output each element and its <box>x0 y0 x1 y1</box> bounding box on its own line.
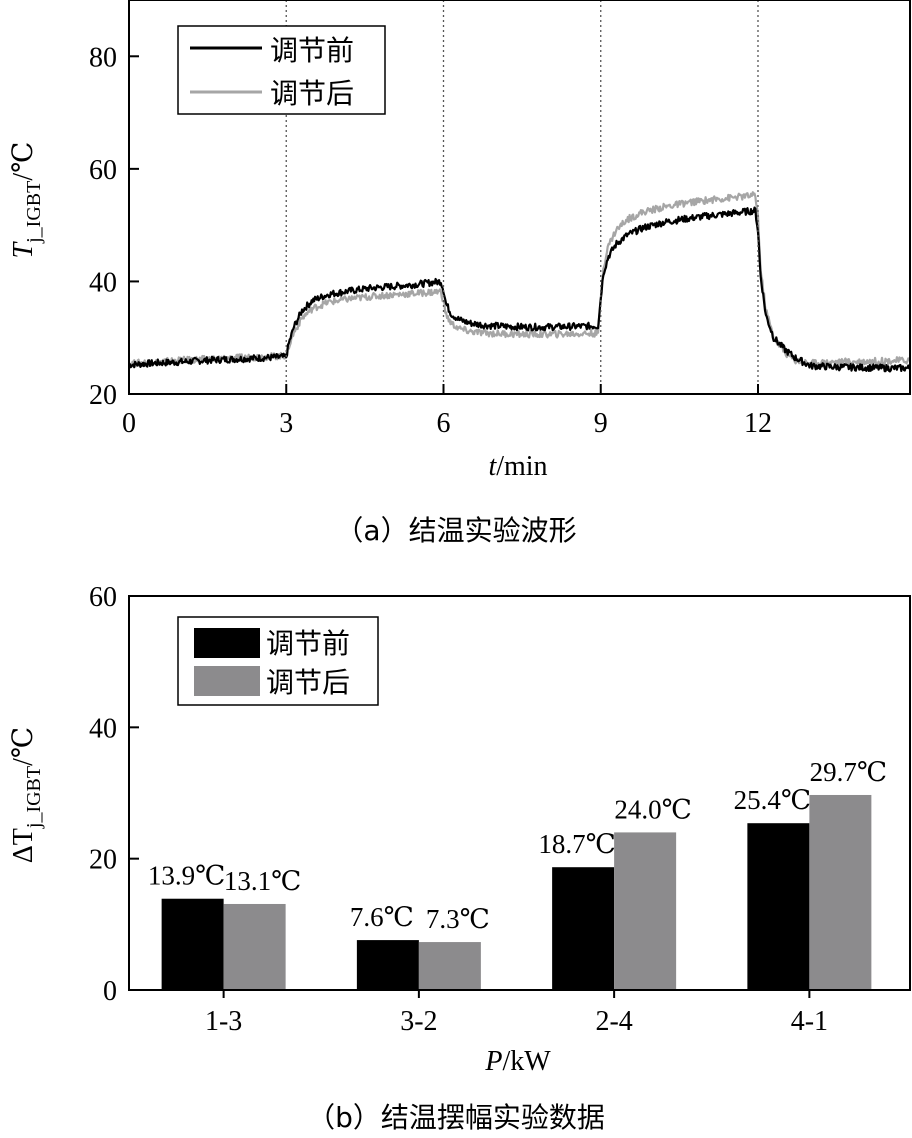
chart-b-y-ticks: 0 20 40 60 <box>89 582 139 1007</box>
chart-b-x-label: P/kW <box>484 1046 551 1077</box>
chart-b-data-label: 29.7℃ <box>810 757 887 787</box>
chart-b-data-label: 13.9℃ <box>148 861 225 891</box>
chart-b-legend-label-after: 调节后 <box>266 666 350 699</box>
chart-b-bar-before <box>356 940 419 990</box>
chart-b-bar-after <box>809 794 872 990</box>
chart-a-legend-label-after: 调节后 <box>270 77 354 110</box>
chart-a-x-tick-label: 3 <box>279 408 293 439</box>
chart-b-data-labels: 13.9℃13.1℃ 7.6℃ 7.3℃ 18.7℃ 24.0℃ 25.4℃29.7℃ <box>148 757 887 934</box>
chart-a-y-tick-label: 80 <box>89 42 117 73</box>
chart-a-y-tick-label: 20 <box>89 380 117 411</box>
svg-text:Tj_IGBT/℃: Tj_IGBT/℃ <box>8 142 45 259</box>
chart-b-data-label: 13.1℃ <box>224 866 301 896</box>
chart-b-x-ticks: 1-3 3-2 2-4 4-1 <box>205 990 828 1037</box>
chart-b-y-label-prefix: ΔT <box>8 828 39 863</box>
chart-a-legend: 调节前 调节后 <box>177 25 386 115</box>
chart-b-y-tick-label: 20 <box>89 845 117 876</box>
chart-b-x-tick-label: 4-1 <box>791 1006 828 1037</box>
chart-b-x-tick-label: 2-4 <box>595 1006 632 1037</box>
chart-a-y-label-var: T <box>8 240 39 258</box>
chart-a-plot-frame <box>128 0 911 395</box>
chart-b-y-label-sub: j_IGBT <box>23 766 45 829</box>
chart-a-x-tick-label: 9 <box>594 408 608 439</box>
chart-a-x-tick-label: 12 <box>744 408 772 439</box>
chart-b-data-label: 25.4℃ <box>734 785 811 815</box>
chart-a-x-label: t/min <box>488 451 547 482</box>
chart-a-y-tick-label: 40 <box>89 267 117 298</box>
chart-a-y-label: Tj_IGBT/℃ <box>8 142 45 259</box>
chart-b-data-label: 24.0℃ <box>614 794 691 824</box>
chart-b-x-tick-label: 1-3 <box>205 1006 242 1037</box>
chart-b-data-label: 7.6℃ <box>350 902 414 932</box>
chart-b-caption: （b）结温摆幅实验数据 <box>307 1101 605 1134</box>
chart-a-y-label-unit: /℃ <box>8 142 39 181</box>
chart-b-x-label-unit: /kW <box>502 1046 551 1077</box>
chart-b-data-label: 7.3℃ <box>426 904 490 934</box>
chart-a-x-tick-label: 6 <box>436 408 450 439</box>
chart-b-y-tick-label: 0 <box>103 976 117 1007</box>
chart-a-series-line-after <box>127 191 911 368</box>
chart-b-bar-after <box>614 832 677 990</box>
svg-text:ΔTj_IGBT/℃: ΔTj_IGBT/℃ <box>8 727 45 863</box>
chart-b-legend-swatch-before <box>194 628 260 658</box>
chart-a-series-line-before <box>128 206 911 373</box>
chart-a-x-label-unit: /min <box>496 451 547 482</box>
chart-a-y-tick-label: 60 <box>89 155 117 186</box>
chart-b-bar-after <box>223 903 286 990</box>
chart-b-legend-label-before: 调节前 <box>266 627 350 660</box>
chart-b-y-label-unit: /℃ <box>8 727 39 766</box>
chart-b-bar-after <box>418 942 481 990</box>
chart-b-bars <box>161 794 872 990</box>
chart-b-legend: 调节前 调节后 <box>177 616 379 706</box>
chart-a-y-ticks: 20 40 60 80 <box>89 42 139 411</box>
chart-b-legend-swatch-after <box>194 666 260 696</box>
chart-a-legend-box <box>177 25 386 115</box>
chart-b-plot-frame <box>128 595 911 991</box>
chart-b-x-tick-label: 3-2 <box>400 1006 437 1037</box>
chart-a-caption: （a）结温实验波形 <box>335 514 576 547</box>
chart-b-bar-before <box>552 867 615 990</box>
chart-a-legend-label-before: 调节前 <box>270 34 354 67</box>
chart-b-bar-before <box>747 823 810 990</box>
chart-b-y-label: ΔTj_IGBT/℃ <box>8 727 45 863</box>
chart-b-bar-before <box>161 898 224 990</box>
chart-a-x-tick-label: 0 <box>122 408 136 439</box>
chart-b-data-label: 18.7℃ <box>538 829 615 859</box>
chart-b-y-tick-label: 60 <box>89 582 117 613</box>
chart-a-x-ticks: 0 3 6 9 12 <box>122 384 772 439</box>
chart-b-y-tick-label: 40 <box>89 713 117 744</box>
chart-b: 13.9℃13.1℃ 7.6℃ 7.3℃ 18.7℃ 24.0℃ 25.4℃29.7℃ 0… <box>8 582 911 1134</box>
chart-a-series <box>127 191 911 373</box>
chart-a-y-label-sub: j_IGBT <box>23 181 45 244</box>
chart-b-x-label-var: P <box>484 1046 502 1077</box>
chart-a-x-label-var: t <box>488 451 497 482</box>
